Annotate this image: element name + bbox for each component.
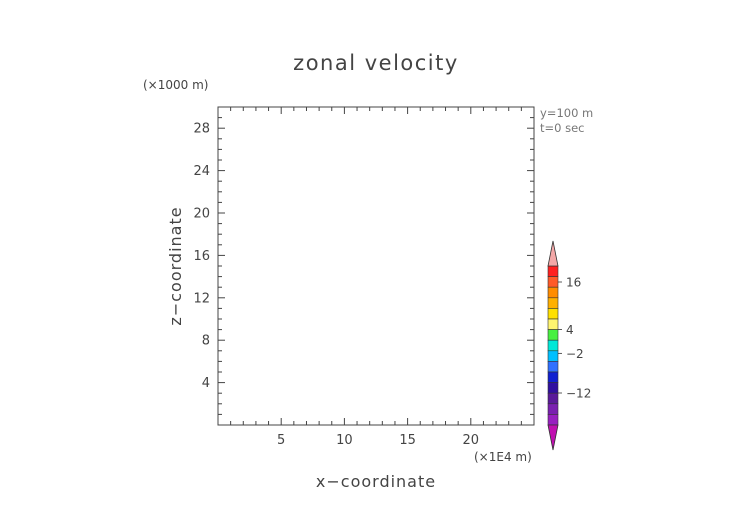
y-axis-unit: (×1000 m) [143,78,208,92]
colorbar-tick-label: −2 [566,347,584,361]
y-tick-label: 24 [193,164,210,179]
y-tick-label: 8 [202,334,210,349]
x-tick-label: 10 [336,433,353,448]
colorbar-tick-label: −12 [566,387,591,401]
colorbar-segment [547,371,559,383]
colorbar-segment [547,361,559,373]
y-tick-label: 16 [193,249,210,264]
x-tick-label: 20 [463,433,480,448]
colorbar-segment [547,392,559,405]
colorbar: 16 4 −2 −12 [547,240,591,451]
colorbar-lower-extension [547,424,559,451]
colorbar-segment [547,403,559,415]
colorbar-segment [547,265,559,277]
x-tick-label: 15 [399,433,416,448]
y-axis-label: z−coordinate [166,206,185,325]
colorbar-tick-label: 4 [566,323,574,337]
colorbar-segment [547,339,559,352]
y-tick-label: 20 [193,207,210,222]
colorbar-upper-extension [547,240,559,267]
colorbar-segment [547,329,559,341]
x-axis: 5 10 15 20 [230,107,522,448]
annotation-time: t=0 sec [540,121,585,135]
y-tick-label: 12 [193,291,210,306]
colorbar-segment [547,276,559,288]
y-tick-label: 4 [202,376,210,391]
annotation-y-position: y=100 m [540,106,593,120]
x-axis-label: x−coordinate [316,472,436,491]
colorbar-segment [547,382,559,394]
y-axis: 4 8 12 16 20 24 28 [193,117,534,415]
colorbar-segment [547,297,559,309]
x-tick-label: 5 [277,433,285,448]
x-axis-unit: (×1E4 m) [474,450,532,464]
colorbar-segment [547,318,559,330]
colorbar-segment [547,350,559,362]
plot-frame [217,106,535,426]
colorbar-segment [547,286,559,299]
colorbar-segment [547,308,559,320]
colorbar-tick-label: 16 [566,276,581,290]
y-tick-label: 28 [193,122,210,137]
chart-title: zonal velocity [293,51,459,75]
colorbar-segment [547,414,559,426]
